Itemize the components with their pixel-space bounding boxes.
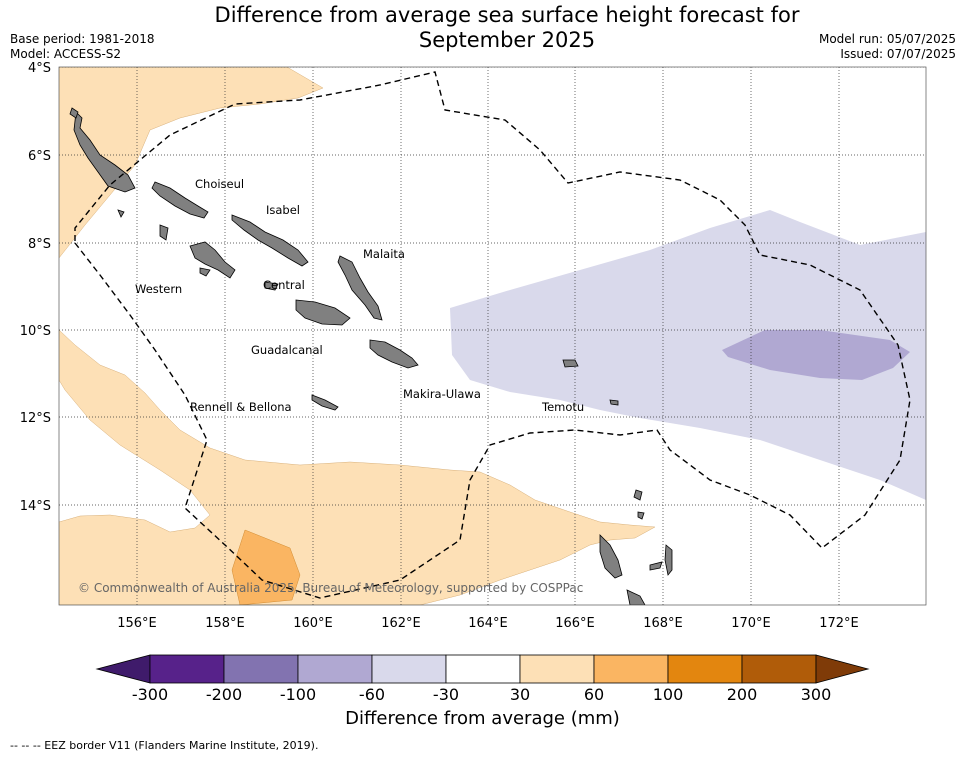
choiseul-island xyxy=(151,181,209,219)
colorbar-extend-low xyxy=(95,654,151,684)
lon-tick-170: 170°E xyxy=(731,616,771,631)
model-info: Base period: 1981-2018 Model: ACCESS-S2 xyxy=(10,32,155,62)
land-islands xyxy=(69,107,673,605)
espiritu-santo-island xyxy=(599,534,623,579)
colorbar-tick-label: -100 xyxy=(280,685,316,704)
small-islet-shortlands xyxy=(117,209,125,218)
colorbar-tick-label: -60 xyxy=(359,685,385,704)
label-western: Western xyxy=(135,282,182,296)
lon-tick-156: 156°E xyxy=(117,616,157,631)
map-title-line2: September 2025 xyxy=(418,28,596,52)
malaita-island xyxy=(337,255,383,321)
bougainville-island xyxy=(73,111,136,193)
vanikoro-island xyxy=(609,399,619,406)
label-temotu: Temotu xyxy=(541,400,584,414)
makira-island xyxy=(369,339,419,369)
new-georgia-island xyxy=(189,241,236,279)
colorbar-tick-label: -200 xyxy=(206,685,242,704)
rennell-island xyxy=(311,394,339,411)
lat-tick-12s: 12°S xyxy=(20,411,51,426)
lon-tick-160: 160°E xyxy=(293,616,333,631)
anomaly-neg30-neg60-east xyxy=(450,210,926,500)
label-isabel: Isabel xyxy=(266,203,300,217)
map-title-line1: Difference from average sea surface heig… xyxy=(214,3,800,27)
maewo-island xyxy=(664,544,673,576)
vella-lavella-island xyxy=(159,224,169,241)
lon-tick-168: 168°E xyxy=(643,616,683,631)
anomaly-30-60-north-west xyxy=(59,67,324,259)
anomaly-neg60-neg100-patch xyxy=(722,330,910,380)
lon-tick-166: 166°E xyxy=(555,616,595,631)
colorbar-segment xyxy=(297,654,373,684)
colorbar-segment xyxy=(593,654,669,684)
lat-tick-10s: 10°S xyxy=(20,324,51,339)
colorbar-segment xyxy=(445,654,521,684)
label-malaita: Malaita xyxy=(363,247,405,261)
colorbar-tick-label: 200 xyxy=(727,685,758,704)
colorbar-tick-labels: -300 -200 -100 -60 -30 30 60 100 200 300 xyxy=(132,685,831,704)
lon-tick-158: 158°E xyxy=(205,616,245,631)
colorbar-segment xyxy=(149,654,225,684)
base-period: Base period: 1981-2018 xyxy=(10,32,155,46)
lon-tick-162: 162°E xyxy=(381,616,421,631)
colorbar xyxy=(95,654,870,684)
isabel-island xyxy=(231,214,309,267)
ambae-island xyxy=(649,561,663,571)
colorbar-segment xyxy=(741,654,817,684)
eez-border xyxy=(74,71,911,599)
colorbar-segment xyxy=(371,654,447,684)
colorbar-tick-label: 30 xyxy=(510,685,530,704)
eez-border-legend: -- -- -- EEZ border V11 (Flanders Marine… xyxy=(10,739,319,752)
map-area xyxy=(59,67,926,605)
lat-tick-4s: 4°S xyxy=(28,61,51,76)
run-info: Model run: 05/07/2025 Issued: 07/07/2025 xyxy=(819,32,956,62)
copyright-notice: © Commonwealth of Australia 2025, Bureau… xyxy=(78,581,583,595)
model-run-date: Model run: 05/07/2025 xyxy=(818,32,956,46)
malakula-island xyxy=(626,589,646,605)
buka-island xyxy=(69,107,79,119)
guadalcanal-island xyxy=(295,299,351,326)
colorbar-tick-label: -30 xyxy=(433,685,459,704)
lon-tick-172: 172°E xyxy=(819,616,859,631)
label-central: Central xyxy=(263,278,305,292)
santa-cruz-island xyxy=(562,359,579,368)
colorbar-segment xyxy=(223,654,299,684)
lat-tick-14s: 14°S xyxy=(20,499,51,514)
lat-tick-6s: 6°S xyxy=(28,149,51,164)
label-rennell-bellona: Rennell & Bellona xyxy=(190,400,292,414)
map-title: Difference from average sea surface heig… xyxy=(0,3,965,53)
small-islet-banks xyxy=(633,489,643,501)
florida-islands xyxy=(264,281,279,291)
label-guadalcanal: Guadalcanal xyxy=(251,343,323,357)
colorbar-tick-label: 100 xyxy=(653,685,684,704)
issued-date: Issued: 07/07/2025 xyxy=(840,47,956,61)
colorbar-tick-label: -300 xyxy=(132,685,168,704)
label-makira-ulawa: Makira-Ulawa xyxy=(403,387,481,401)
model-name: Model: ACCESS-S2 xyxy=(10,47,122,61)
lat-tick-8s: 8°S xyxy=(28,237,51,252)
colorbar-segment xyxy=(667,654,743,684)
small-islet-torres xyxy=(637,511,645,520)
colorbar-tick-label: 300 xyxy=(801,685,832,704)
colorbar-label: Difference from average (mm) xyxy=(345,708,620,729)
rendova-island xyxy=(199,267,211,277)
map-frame xyxy=(58,66,927,606)
colorbar-extend-high xyxy=(815,654,870,684)
anomaly-60-100-patch xyxy=(231,529,301,605)
colorbar-segment xyxy=(519,654,595,684)
lon-tick-164: 164°E xyxy=(468,616,508,631)
label-choiseul: Choiseul xyxy=(195,177,244,191)
colorbar-tick-label: 60 xyxy=(584,685,604,704)
